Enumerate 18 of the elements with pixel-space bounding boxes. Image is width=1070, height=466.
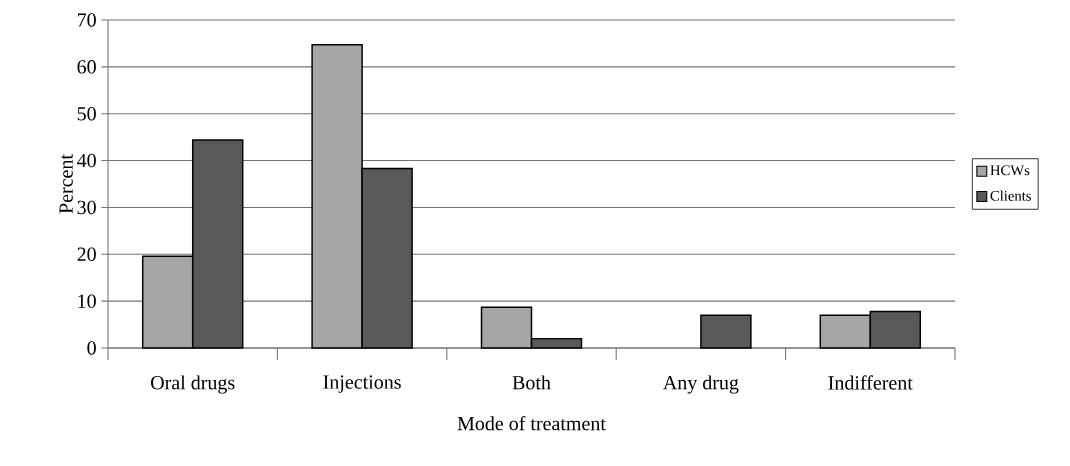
legend-label: Clients [990, 190, 1031, 201]
x-tick-label: Oral drugs [151, 375, 235, 394]
y-tick-label: 70 [77, 13, 96, 27]
y-tick-label: 50 [77, 106, 96, 121]
bar [700, 314, 752, 349]
x-tick-label: Indifferent [828, 375, 913, 390]
x-tick-label: Both [512, 375, 551, 390]
y-tick-label: 60 [77, 60, 96, 74]
y-tick-label: 30 [77, 200, 96, 215]
y-axis-title: Percent [59, 154, 73, 214]
x-axis-title: Mode of treatment [457, 416, 606, 431]
y-tick-label: 20 [77, 247, 96, 262]
legend-label: HCWs [990, 165, 1030, 176]
x-tick-label: Any drug [663, 375, 739, 394]
y-tick-label: 10 [78, 294, 96, 308]
x-tick-label: Injections [323, 375, 401, 393]
y-tick-label: 40 [77, 153, 96, 168]
y-tick-label: 0 [87, 341, 96, 355]
